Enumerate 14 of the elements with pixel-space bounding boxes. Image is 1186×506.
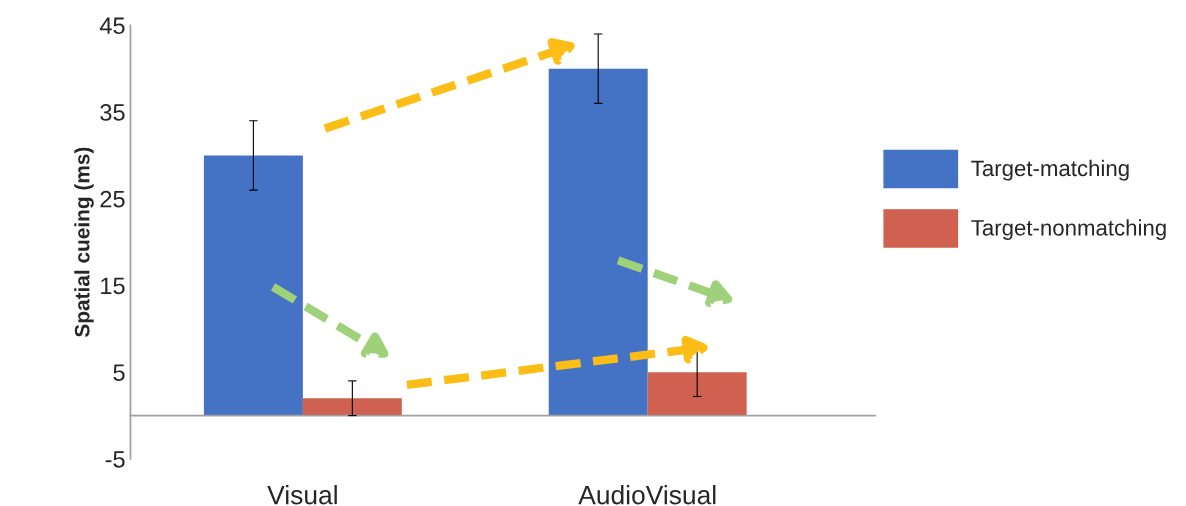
y-tick-label: 35 (100, 104, 125, 121)
x-tick-label: Visual (267, 485, 337, 505)
bar (647, 372, 747, 416)
bar (302, 398, 402, 416)
y-tick-label: 5 (113, 364, 125, 381)
bar (203, 155, 303, 416)
legend-label: Target-nonmatching (971, 219, 1166, 241)
x-tick-label: AudioVisual (578, 485, 716, 505)
y-tick-label: 15 (101, 277, 125, 295)
y-axis-title: Spatial cueing (ms) (74, 147, 94, 338)
y-tick-label: 45 (99, 17, 125, 35)
y-tick-label: -5 (105, 451, 125, 468)
y-tick-label: 25 (100, 190, 125, 208)
legend-label: Target-matching (971, 159, 1129, 181)
